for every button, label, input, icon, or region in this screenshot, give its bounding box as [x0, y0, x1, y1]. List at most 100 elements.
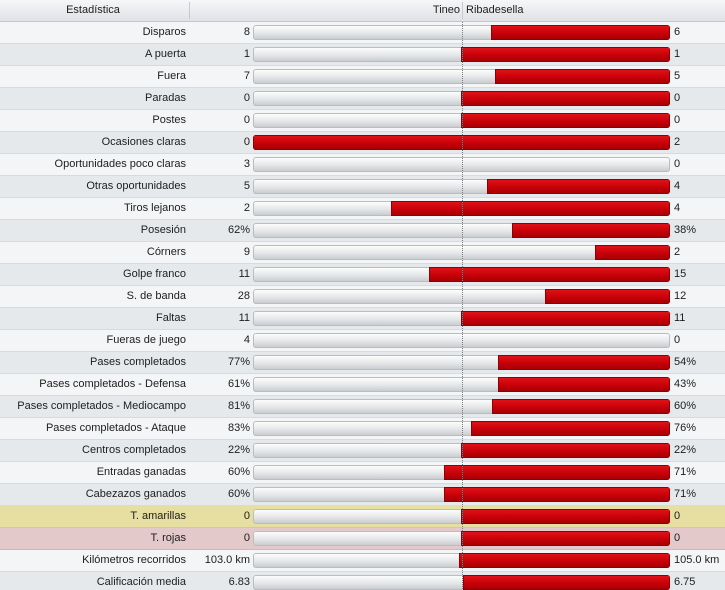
stat-label: Otras oportunidades: [86, 180, 186, 192]
stat-label: S. de banda: [126, 290, 186, 302]
home-value: 83%: [227, 422, 250, 434]
stat-row: Cabezazos ganados 60% 71%: [0, 484, 725, 506]
away-value: 4: [674, 180, 681, 192]
home-value: 2: [243, 202, 250, 214]
stat-row: S. de banda 28 12: [0, 286, 725, 308]
header-stat-label[interactable]: Estadística: [66, 4, 120, 16]
home-value: 0: [243, 136, 250, 148]
home-value: 0: [243, 92, 250, 104]
stat-label: Cabezazos ganados: [85, 488, 186, 500]
stat-label: Postes: [152, 114, 186, 126]
comparison-bar: [253, 201, 670, 216]
stat-row: Pases completados - Ataque 83% 76%: [0, 418, 725, 440]
comparison-bar: [253, 245, 670, 260]
center-divider: [462, 440, 463, 461]
away-share-fill: [461, 91, 670, 106]
away-share-fill: [512, 223, 670, 238]
header-home-team[interactable]: Tineo: [432, 4, 460, 16]
center-divider: [462, 330, 463, 351]
home-value: 4: [243, 334, 250, 346]
away-share-fill: [498, 377, 670, 392]
center-divider: [462, 66, 463, 87]
center-divider: [462, 88, 463, 109]
stat-label: Córners: [146, 246, 186, 258]
stat-label: Ocasiones claras: [101, 136, 186, 148]
away-value: 105.0 km: [674, 554, 720, 566]
center-divider: [462, 242, 463, 263]
comparison-bar: [253, 487, 670, 502]
comparison-bar: [253, 25, 670, 40]
away-share-fill: [444, 465, 670, 480]
stat-label: Pases completados - Defensa: [39, 378, 186, 390]
center-divider: [462, 572, 463, 590]
away-share-fill: [492, 399, 670, 414]
stat-label: Oportunidades poco claras: [54, 158, 186, 170]
stat-row: Oportunidades poco claras 3 0: [0, 154, 725, 176]
comparison-bar: [253, 575, 670, 590]
away-value: 0: [674, 510, 681, 522]
stat-row: Pases completados 77% 54%: [0, 352, 725, 374]
home-value: 11: [238, 312, 250, 324]
stat-label: T. rojas: [150, 532, 186, 544]
center-divider: [462, 286, 463, 307]
away-value: 6.75: [674, 576, 696, 588]
stat-label: Fueras de juego: [106, 334, 187, 346]
stat-label: Tiros lejanos: [124, 202, 186, 214]
stat-row: T. amarillas 0 0: [0, 506, 725, 528]
stat-row: Pases completados - Mediocampo 81% 60%: [0, 396, 725, 418]
center-divider: [462, 22, 463, 43]
away-value: 1: [674, 48, 681, 60]
away-value: 12: [674, 290, 687, 302]
center-divider: [462, 550, 463, 571]
home-value: 60%: [227, 488, 250, 500]
stat-row: Otras oportunidades 5 4: [0, 176, 725, 198]
comparison-bar: [253, 531, 670, 546]
stat-label: Pases completados: [90, 356, 186, 368]
comparison-bar: [253, 47, 670, 62]
comparison-bar: [253, 443, 670, 458]
stats-header: Estadística Tineo Ribadesella: [0, 0, 725, 22]
stat-label: Disparos: [142, 26, 186, 38]
home-value: 77%: [227, 356, 250, 368]
home-value: 60%: [227, 466, 250, 478]
stat-label: Kilómetros recorridos: [82, 554, 186, 566]
comparison-bar: [253, 509, 670, 524]
home-value: 61%: [227, 378, 250, 390]
comparison-bar: [253, 267, 670, 282]
center-divider: [462, 418, 463, 439]
header-divider: [462, 2, 463, 19]
home-value: 81%: [227, 400, 250, 412]
header-away-team[interactable]: Ribadesella: [466, 4, 524, 16]
away-value: 22%: [674, 444, 697, 456]
stat-label: Calificación media: [96, 576, 186, 588]
center-divider: [462, 506, 463, 527]
away-value: 38%: [674, 224, 697, 236]
stat-row: Kilómetros recorridos 103.0 km 105.0 km: [0, 550, 725, 572]
center-divider: [462, 198, 463, 219]
stat-label: Faltas: [156, 312, 186, 324]
comparison-bar: [253, 399, 670, 414]
center-divider: [462, 264, 463, 285]
comparison-bar: [253, 553, 670, 568]
home-value: 28: [237, 290, 250, 302]
away-share-fill: [429, 267, 670, 282]
away-share-fill: [253, 135, 670, 150]
stat-row: A puerta 1 1: [0, 44, 725, 66]
home-value: 8: [243, 26, 250, 38]
stat-label: Pases completados - Mediocampo: [17, 400, 186, 412]
home-value: 0: [243, 532, 250, 544]
comparison-bar: [253, 333, 670, 348]
away-share-fill: [461, 113, 670, 128]
home-value: 1: [243, 48, 250, 60]
away-share-fill: [461, 311, 670, 326]
comparison-bar: [253, 69, 670, 84]
stat-label: Golpe franco: [123, 268, 186, 280]
stat-row: Posesión 62% 38%: [0, 220, 725, 242]
away-value: 2: [674, 136, 681, 148]
stat-label: Paradas: [145, 92, 186, 104]
stat-label: Pases completados - Ataque: [45, 422, 186, 434]
stat-label: Entradas ganadas: [96, 466, 186, 478]
center-divider: [462, 220, 463, 241]
stat-row: Entradas ganadas 60% 71%: [0, 462, 725, 484]
away-share-fill: [459, 553, 670, 568]
